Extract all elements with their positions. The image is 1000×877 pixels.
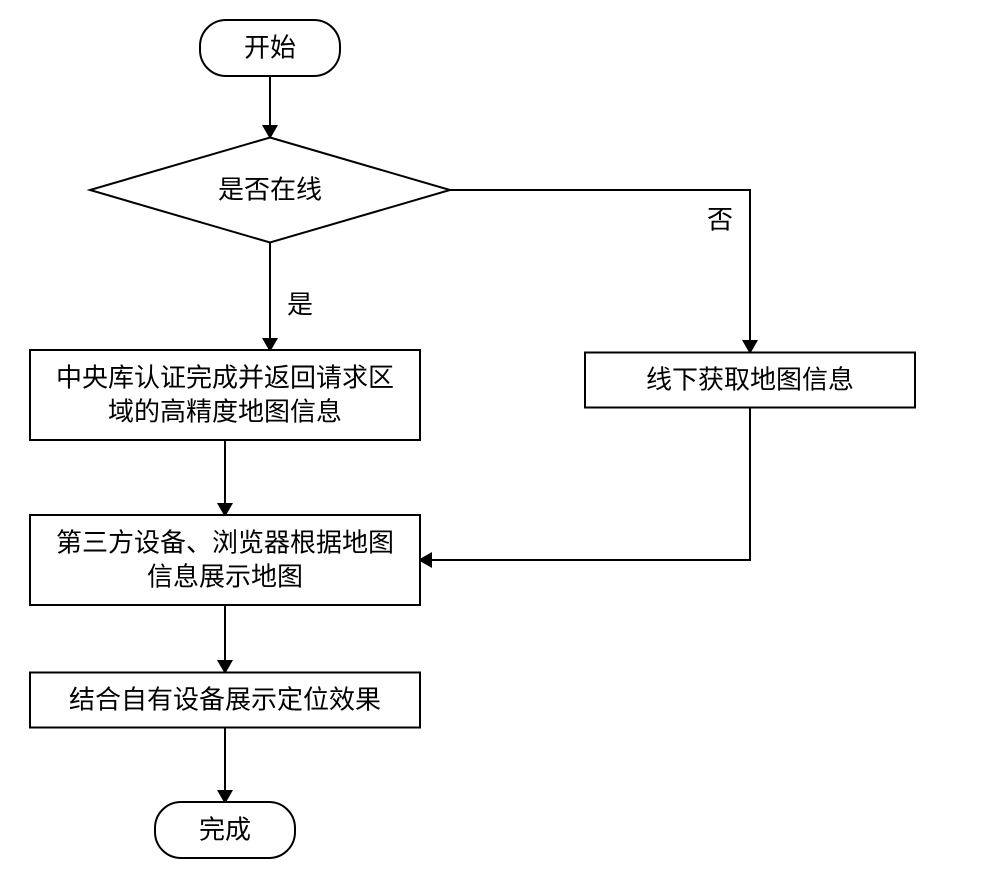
node-offline: 线下获取地图信息 [585, 353, 915, 408]
node-decision-label: 是否在线 [218, 176, 322, 205]
node-auth: 中央库认证完成并返回请求区域的高精度地图信息 [30, 350, 420, 440]
node-auth-line-1: 域的高精度地图信息 [108, 397, 342, 426]
node-offline-line-0: 线下获取地图信息 [646, 366, 854, 395]
node-start-label: 开始 [244, 34, 296, 63]
node-auth-line-0: 中央库认证完成并返回请求区 [56, 364, 394, 393]
node-locate: 结合自有设备展示定位效果 [30, 673, 420, 728]
node-start: 开始 [200, 20, 340, 76]
node-display-line-1: 信息展示地图 [147, 562, 303, 591]
e-dec-auth-label: 是 [287, 291, 313, 320]
node-end: 完成 [155, 802, 295, 858]
e-dec-offline [450, 190, 750, 352]
node-decision: 是否在线 [90, 138, 450, 243]
e-offline-display [420, 407, 750, 560]
nodes-layer: 开始是否在线中央库认证完成并返回请求区域的高精度地图信息 线下获取地图信息第三方设… [30, 20, 915, 858]
node-display-line-0: 第三方设备、浏览器根据地图 [56, 529, 394, 558]
node-locate-line-0: 结合自有设备展示定位效果 [69, 686, 381, 715]
node-end-label: 完成 [199, 816, 251, 845]
flowchart-canvas: 是 否 开始是否在线中央库认证完成并返回请求区域的高精度地图信息 线下获取地图信息第三… [0, 0, 1000, 877]
node-display: 第三方设备、浏览器根据地图信息展示地图 [30, 515, 420, 605]
e-dec-offline-label: 否 [707, 206, 733, 235]
